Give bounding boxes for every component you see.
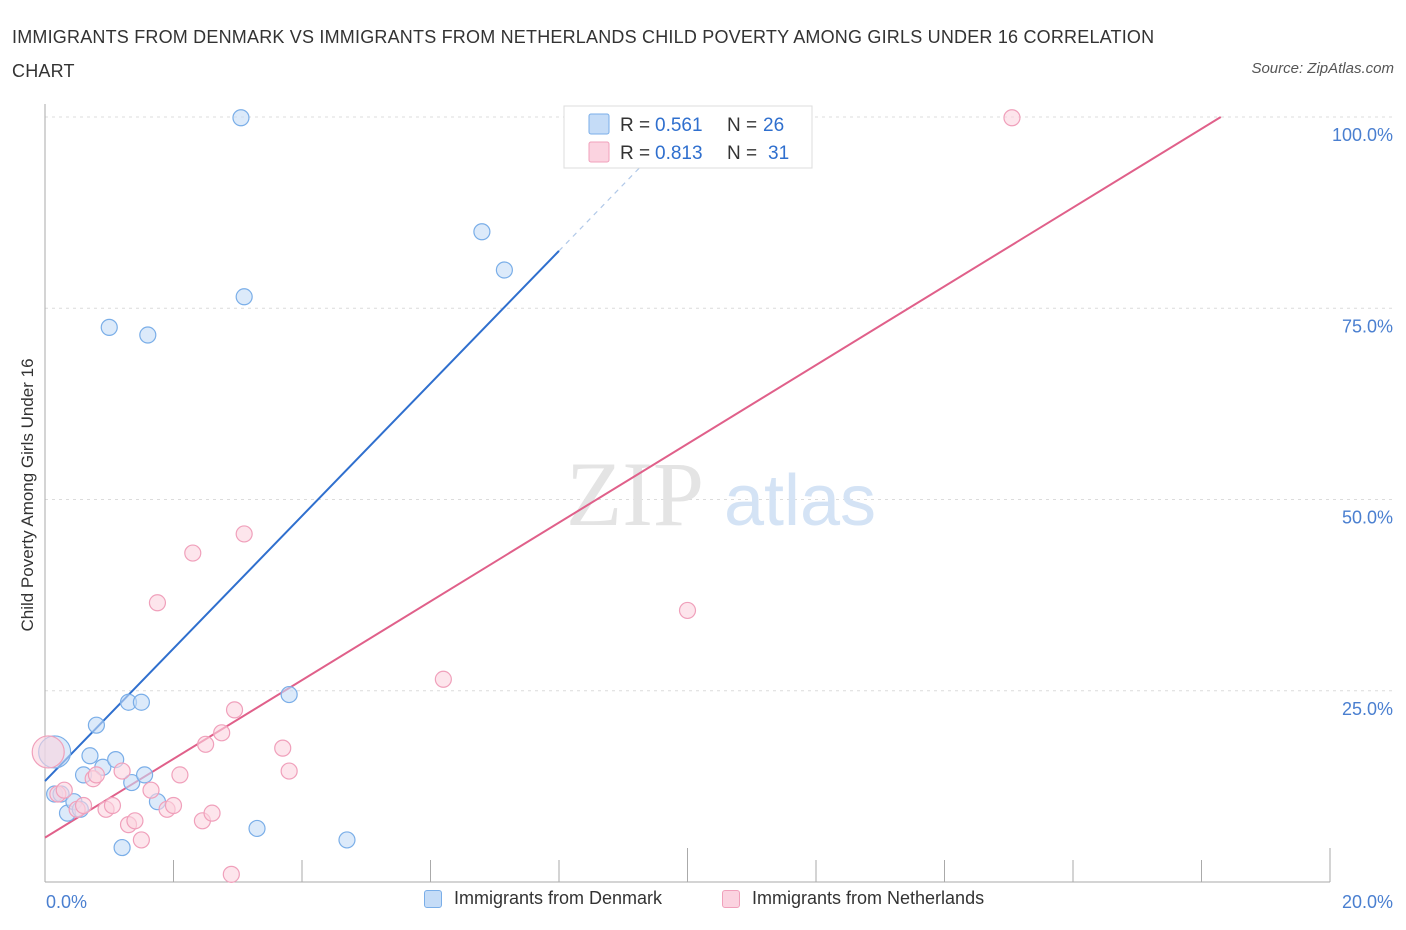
chart-title: IMMIGRANTS FROM DENMARK VS IMMIGRANTS FR… [12,27,1155,81]
source-label: Source: ZipAtlas.com [1251,60,1394,77]
legend-r-label-denmark: R = [620,115,650,136]
point-series0-17 [139,326,157,344]
point-series0-21 [248,819,266,838]
x-tick-label-0: 0.0% [46,892,87,912]
point-series1-23 [222,865,240,883]
point-series1-14 [148,594,167,612]
legend-r-label-netherlands: R = [620,143,650,164]
legend-item-denmark: Immigrants from Denmark [424,888,662,909]
legend-swatch-netherlands [722,889,740,908]
y-tick-label-100: 100.0% [1332,125,1393,145]
point-series1-12 [132,831,150,849]
legend-r-value-denmark: 0.561 [655,115,703,136]
legend-label-netherlands: Immigrants from Netherlands [752,888,985,908]
point-series1-9 [113,762,131,780]
tick-labels: 25.0% 50.0% 75.0% 100.0% 0.0% 20.0% [46,125,1393,912]
point-series0-25 [495,261,513,279]
y-tick-label-75: 75.0% [1342,316,1393,336]
point-series1-25 [235,525,253,543]
point-series1-6 [87,766,106,784]
trend-lines [44,116,1222,839]
point-series1-27 [280,762,298,780]
legend-r-value-netherlands: 0.813 [655,143,703,164]
point-series1-20 [197,735,215,753]
point-series0-20 [235,288,253,306]
point-series0-12 [113,838,131,857]
trend-line-0 [44,250,560,782]
trend-extension-0 [558,151,656,252]
point-series1-18 [184,544,202,562]
point-series0-16 [135,766,154,784]
point-series1-24 [225,701,244,719]
legend-label-denmark: Immigrants from Denmark [454,888,663,908]
point-series1-29 [678,601,697,620]
point-series0-7 [81,747,99,765]
grid-lines [45,116,1395,692]
point-series1-28 [434,670,452,688]
point-series0-24 [473,223,491,241]
point-series1-4 [74,796,93,815]
point-series0-23 [338,831,356,849]
point-series1-16 [164,796,183,815]
legend-swatch-netherlands [588,141,610,163]
series-legend: Immigrants from Denmark Immigrants from … [0,888,1406,916]
stats-legend: R = 0.561 N = 26 R = 0.813 N = 31 [563,105,813,169]
point-series0-22 [280,685,298,704]
legend-swatch-denmark [424,889,442,908]
watermark-atlas: atlas [724,461,876,541]
point-series1-2 [55,781,73,799]
trend-line-1 [44,116,1222,839]
point-series1-11 [126,812,144,830]
point-series0-11 [100,318,118,336]
data-points [31,109,1021,883]
legend-n-value-netherlands: 31 [768,143,789,164]
x-tick-label-20: 20.0% [1342,892,1393,912]
point-series0-14 [123,773,141,792]
point-series1-17 [171,766,189,784]
legend-n-value-denmark: 26 [763,115,784,136]
point-series0-19 [232,109,250,127]
y-tick-label-50: 50.0% [1342,508,1393,528]
point-series1-30 [1003,109,1021,127]
point-series0-15 [132,693,150,711]
point-series1-22 [213,724,231,742]
watermark: ZIP atlas [566,443,876,545]
legend-swatch-denmark [588,113,610,135]
point-series1-0 [31,735,65,769]
legend-n-label-netherlands: N = [727,143,757,164]
point-series1-13 [142,781,160,799]
point-series1-8 [103,796,122,815]
point-series1-26 [274,739,292,757]
y-tick-label-25: 25.0% [1342,699,1393,719]
point-series1-21 [203,804,221,822]
legend-n-label-denmark: N = [727,115,757,136]
watermark-zip: ZIP [566,443,704,545]
point-series0-8 [87,716,106,734]
legend-item-netherlands: Immigrants from Netherlands [722,888,984,909]
